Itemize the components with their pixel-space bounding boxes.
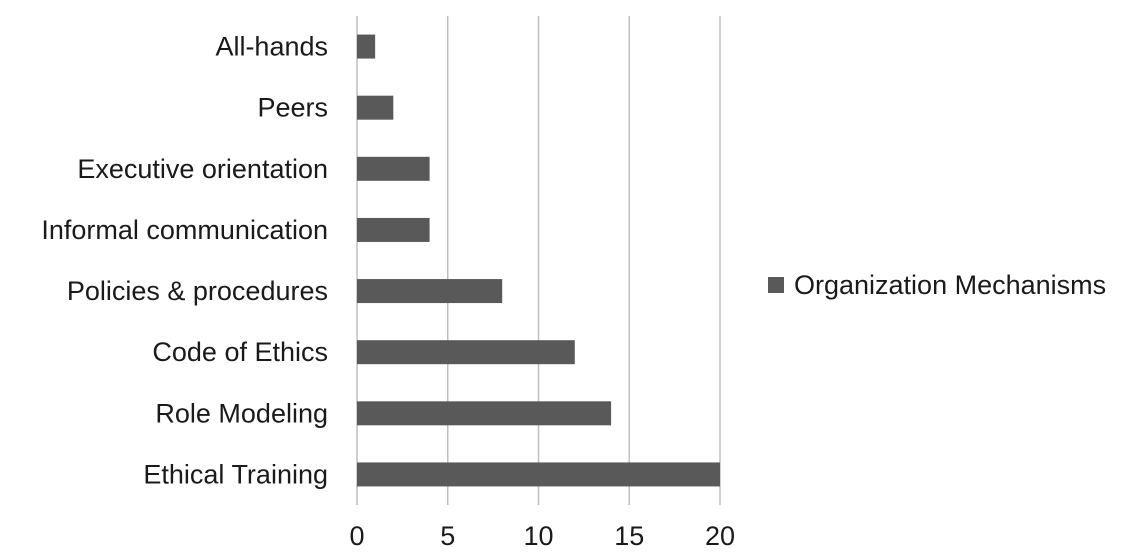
bars xyxy=(357,34,720,487)
bar-peers xyxy=(357,95,394,120)
category-label: Code of Ethics xyxy=(152,337,328,367)
bar-executive-orientation xyxy=(357,156,430,181)
legend-label: Organization Mechanisms xyxy=(794,270,1106,300)
x-axis-tick-labels: 0 5 10 15 20 xyxy=(349,521,735,551)
category-labels: All-hands Peers Executive orientation Infor… xyxy=(41,32,328,490)
bar-informal-communication xyxy=(357,217,430,242)
category-label: All-hands xyxy=(215,32,328,62)
category-label: Ethical Training xyxy=(143,459,328,489)
category-label: Role Modeling xyxy=(155,398,328,428)
legend: Organization Mechanisms xyxy=(768,270,1106,300)
bar-code-of-ethics xyxy=(357,340,575,365)
legend-swatch xyxy=(768,277,784,293)
category-label: Informal communication xyxy=(41,215,328,245)
bar-policies-procedures xyxy=(357,279,503,304)
x-tick-label: 10 xyxy=(523,521,553,551)
category-label: Executive orientation xyxy=(77,154,328,184)
bar-role-modeling xyxy=(357,401,612,426)
x-tick-label: 0 xyxy=(349,521,364,551)
category-label: Policies & procedures xyxy=(67,276,328,306)
x-tick-label: 15 xyxy=(614,521,644,551)
gridlines xyxy=(356,16,721,505)
category-label: Peers xyxy=(257,93,328,123)
x-tick-label: 20 xyxy=(705,521,735,551)
bar-all-hands xyxy=(357,34,376,59)
x-tick-label: 5 xyxy=(440,521,455,551)
bar-ethical-training xyxy=(357,462,720,487)
